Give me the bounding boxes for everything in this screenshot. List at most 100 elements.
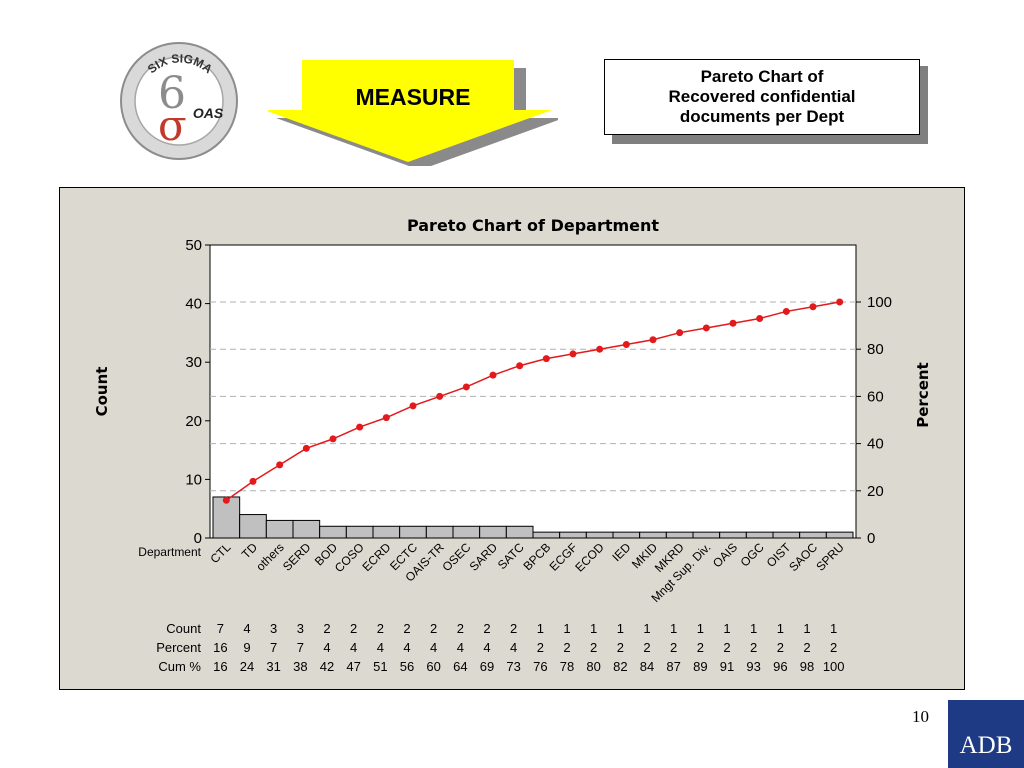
bar-mkid <box>639 531 667 539</box>
table-cell: 100 <box>823 659 845 674</box>
category-label: OSEC <box>440 540 474 574</box>
category-label: SATC <box>495 540 527 572</box>
category-label: SARD <box>467 540 501 574</box>
cumulative-percent-line <box>225 301 840 501</box>
table-cell: 7 <box>270 640 277 655</box>
cumulative-point-2 <box>249 477 257 485</box>
table-cell: 2 <box>323 621 330 636</box>
table-cell: 56 <box>400 659 414 674</box>
count-axis-label: Count <box>93 367 111 417</box>
table-cell: 73 <box>506 659 520 674</box>
table-cell: 2 <box>750 640 757 655</box>
table-cell: 1 <box>723 621 730 636</box>
table-cell: 47 <box>346 659 360 674</box>
pareto-chart: 0 10 20 30 40 50 0 20 40 60 80 100 Pareto Chart of D… <box>93 216 932 674</box>
table-cell: 4 <box>403 640 410 655</box>
table-cell: 24 <box>240 659 254 674</box>
table-cell: 2 <box>830 640 837 655</box>
table-cell: 2 <box>617 640 624 655</box>
bar-saoc <box>799 531 827 539</box>
table-cell: 9 <box>243 640 250 655</box>
cumulative-point-22 <box>782 307 790 315</box>
cumulative-point-12 <box>516 362 524 370</box>
category-label: others <box>253 540 286 573</box>
bar-coso <box>345 525 374 539</box>
category-label: BPCB <box>520 540 553 573</box>
percent-tick-label: 80 <box>867 341 884 358</box>
category-label: COSO <box>332 540 367 575</box>
table-cell: 2 <box>803 640 810 655</box>
table-cell: 1 <box>697 621 704 636</box>
table-cell: 16 <box>213 659 227 674</box>
bar-oais <box>719 531 747 539</box>
category-label: SPRU <box>813 540 846 573</box>
table-cell: 1 <box>750 621 757 636</box>
percent-axis-label: Percent <box>914 362 932 427</box>
slide-title-line-2: Recovered confidential <box>668 87 856 106</box>
table-cell: 91 <box>720 659 734 674</box>
table-cell: 96 <box>773 659 787 674</box>
slide-title-line-1: Pareto Chart of <box>700 67 824 86</box>
table-cell: 4 <box>243 621 250 636</box>
cumulative-point-24 <box>836 298 844 306</box>
cumulative-point-19 <box>702 324 710 332</box>
bar-bpcb <box>532 531 561 539</box>
bar-sard <box>479 525 507 539</box>
table-row-label: Count <box>166 621 201 636</box>
slide-title-line-3: documents per Dept <box>679 107 845 126</box>
table-cell: 93 <box>746 659 760 674</box>
percent-tick-label: 100 <box>867 294 892 311</box>
bar-ogc <box>745 531 774 539</box>
chart-title: Pareto Chart of Department <box>407 216 659 235</box>
category-label: OGC <box>738 540 767 569</box>
cumulative-point-21 <box>756 315 764 323</box>
table-cell: 3 <box>270 621 277 636</box>
bar-others <box>265 519 294 539</box>
cumulative-point-7 <box>382 414 390 422</box>
cumulative-point-16 <box>622 340 630 348</box>
bar-spru <box>825 531 854 539</box>
count-tick-label: 40 <box>185 296 202 313</box>
table-cell: 2 <box>777 640 784 655</box>
table-cell: 4 <box>377 640 384 655</box>
bar-osec <box>452 525 481 539</box>
table-cell: 1 <box>670 621 677 636</box>
logo-main-text: OAS <box>193 105 224 121</box>
cumulative-point-9 <box>436 392 444 400</box>
cumulative-point-8 <box>409 402 417 410</box>
percent-tick-label: 60 <box>867 388 884 405</box>
cumulative-point-5 <box>329 435 337 443</box>
table-cell: 98 <box>800 659 814 674</box>
cumulative-point-18 <box>676 329 684 337</box>
bar-ecgf <box>559 531 587 539</box>
count-tick-label: 20 <box>185 413 202 430</box>
table-cell: 2 <box>457 621 464 636</box>
table-cell: 7 <box>217 621 224 636</box>
table-cell: 2 <box>403 621 410 636</box>
bar-satc <box>505 525 534 539</box>
table-cell: 2 <box>670 640 677 655</box>
category-label: ECOD <box>572 540 607 575</box>
bar-mngt-sup-div- <box>692 531 721 539</box>
table-cell: 2 <box>350 621 357 636</box>
table-cell: 38 <box>293 659 307 674</box>
percent-tick-label: 0 <box>867 530 875 547</box>
table-cell: 2 <box>510 621 517 636</box>
table-cell: 4 <box>483 640 490 655</box>
bar-oist <box>772 531 801 539</box>
table-cell: 2 <box>643 640 650 655</box>
table-cell: 42 <box>320 659 334 674</box>
cumulative-point-4 <box>302 444 310 452</box>
page-number: 10 <box>912 707 929 726</box>
table-cell: 4 <box>510 640 517 655</box>
cumulative-point-14 <box>569 350 577 358</box>
bar-bod <box>319 525 347 539</box>
plot-area <box>209 244 857 539</box>
cumulative-point-20 <box>729 319 737 327</box>
table-cell: 1 <box>537 621 544 636</box>
table-cell: 1 <box>777 621 784 636</box>
table-cell: 1 <box>617 621 624 636</box>
table-cell: 78 <box>560 659 574 674</box>
category-label: OAIS <box>710 540 740 570</box>
cumulative-point-6 <box>356 423 364 431</box>
